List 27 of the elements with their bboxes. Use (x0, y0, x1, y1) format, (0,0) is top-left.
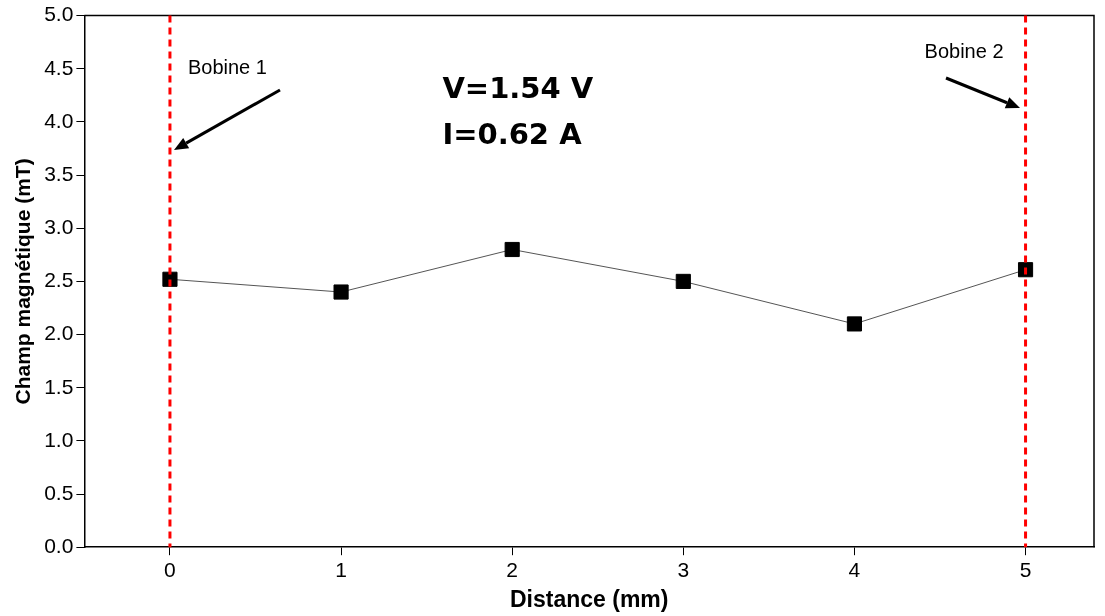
x-tick-label: 4 (848, 557, 861, 581)
y-tick-label: 4.5 (44, 55, 74, 79)
y-tick-label: 4.0 (44, 108, 74, 132)
ref-line-label: Bobine 2 (924, 40, 1004, 63)
point (333, 284, 349, 300)
y-tick-label: 0.5 (44, 480, 74, 504)
point (675, 273, 691, 289)
point (846, 316, 862, 332)
ref-line-label: Bobine 1 (187, 56, 267, 79)
x-tick-label: 0 (164, 557, 176, 581)
y-tick-label: 1.0 (44, 427, 74, 451)
y-tick-label: 2.5 (44, 268, 74, 292)
x-tick-label: 1 (335, 557, 347, 581)
y-tick-label: 1.5 (44, 374, 74, 398)
x-tick-label: 2 (506, 557, 519, 581)
y-tick-label: 0.0 (44, 534, 74, 557)
y-tick-label: 2.0 (44, 321, 74, 345)
annotation: V=1.54 V (442, 71, 594, 106)
x-tick-label: 3 (677, 557, 690, 581)
y-tick-label: 3.5 (44, 161, 74, 185)
y-tick-label: 5.0 (44, 2, 74, 26)
y-axis-title: Champ magnétique (mT) (11, 158, 35, 405)
x-tick-label: 5 (1019, 557, 1032, 581)
y-tick-label: 3.0 (44, 215, 74, 239)
annotation: I=0.62 A (442, 117, 583, 152)
point (504, 241, 520, 258)
x-axis-title: Distance (mm) (509, 585, 669, 612)
